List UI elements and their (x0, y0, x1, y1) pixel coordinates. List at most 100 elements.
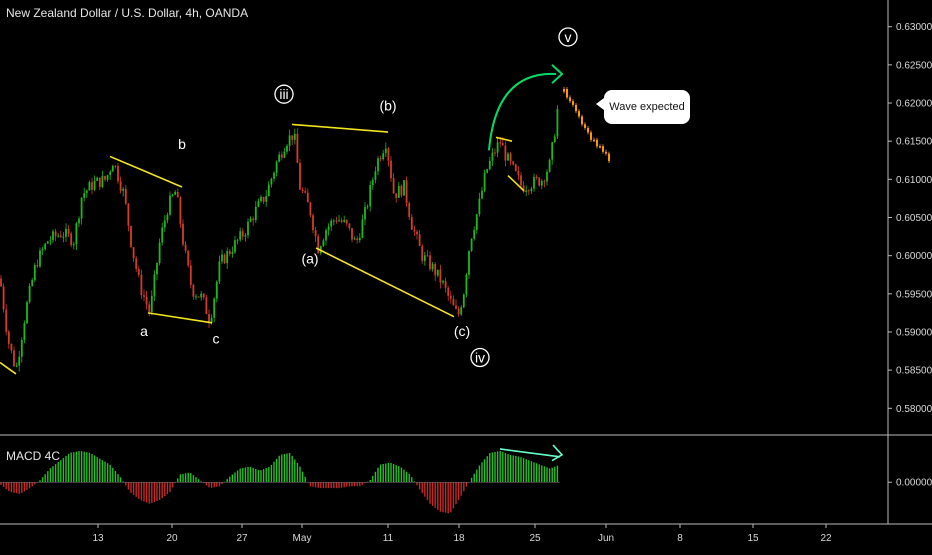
macd-bar (416, 482, 418, 486)
candle-body (0, 278, 2, 287)
macd-bar (543, 466, 546, 483)
projection-candle (587, 127, 589, 133)
time-tick-label: 13 (92, 533, 104, 544)
candle-body (548, 159, 551, 172)
candle-body (132, 247, 135, 259)
time-tick-label: 20 (166, 533, 178, 544)
candle-body (540, 180, 543, 186)
candle-body (88, 182, 91, 191)
macd-bar (39, 480, 41, 483)
candle-body (468, 250, 470, 275)
candle-body (52, 231, 54, 241)
macd-bar (104, 461, 106, 483)
candle-body (387, 148, 390, 161)
macd-bar (546, 467, 548, 483)
macd-bar (470, 477, 473, 483)
macd-bar (320, 482, 322, 489)
macd-bar (486, 456, 488, 483)
macd-bar (192, 475, 195, 483)
macd-bar (54, 464, 57, 483)
candle-body (249, 218, 252, 222)
candle-body (335, 220, 338, 222)
macd-bar (330, 482, 332, 489)
candle-body (176, 191, 179, 198)
macd-bar (164, 482, 166, 497)
candle-body (309, 202, 312, 216)
macd-bar (88, 452, 91, 483)
macd-bar (208, 482, 210, 488)
macd-bar (28, 482, 31, 489)
macd-bar (275, 458, 278, 483)
candle-body (23, 323, 26, 340)
candle-body (2, 286, 5, 310)
chart-title: New Zealand Dollar / U.S. Dollar, 4h, OA… (6, 6, 249, 20)
macd-bar (101, 460, 104, 483)
price-tick-label: 0.58500 (896, 366, 932, 377)
candle-body (241, 231, 244, 237)
candle-body (533, 176, 535, 189)
candle-body (491, 152, 494, 161)
candle-body (254, 206, 257, 221)
macd-bar (478, 465, 481, 483)
candle-body (366, 206, 369, 208)
macd-bar (213, 482, 215, 488)
candle-body (517, 171, 520, 176)
candle-body (265, 196, 268, 202)
macd-bar (483, 459, 486, 483)
macd-bar (99, 458, 101, 483)
candle-body (543, 180, 546, 182)
macd-tick-label: 0.00000 (896, 478, 932, 489)
time-tick-label: 22 (820, 533, 832, 544)
candle-body (455, 305, 457, 309)
macd-bar (379, 464, 382, 483)
time-tick-label: 18 (453, 533, 465, 544)
candle-body (509, 153, 512, 162)
candle-body (234, 240, 236, 253)
macd-bar (507, 454, 509, 483)
macd-bar (140, 482, 143, 501)
macd-bar (268, 467, 270, 483)
macd-bar (299, 466, 301, 483)
macd-bar (317, 482, 319, 488)
projection-candle (605, 151, 607, 154)
macd-bar (395, 465, 397, 483)
macd-bar (221, 482, 223, 485)
candle-body (538, 177, 541, 186)
macd-bar (182, 473, 184, 483)
macd-bar (184, 473, 187, 483)
candle-body (104, 175, 106, 180)
candle-body (137, 268, 140, 275)
macd-bar (75, 451, 78, 483)
macd-bar (364, 482, 366, 484)
macd-bar (309, 482, 312, 487)
macd-bar (548, 468, 551, 483)
candle-body (348, 223, 351, 229)
macd-bar (447, 482, 449, 514)
time-tick-label: Jun (598, 533, 614, 544)
candle-body (262, 196, 265, 202)
macd-bar (301, 471, 304, 483)
wave-label: (a) (301, 250, 318, 266)
projection-candle (602, 146, 604, 152)
macd-bar (151, 482, 153, 504)
macd-bar (13, 482, 15, 493)
macd-bar (465, 482, 468, 487)
trendline (495, 136, 513, 142)
candle-body (535, 176, 538, 178)
macd-bar (481, 462, 483, 483)
macd-bar (83, 451, 85, 483)
macd-bar (356, 482, 358, 487)
macd-bar (200, 481, 202, 483)
macd-bar (8, 482, 10, 492)
macd-bar (195, 477, 197, 483)
candle-body (145, 296, 148, 305)
macd-bar (509, 454, 512, 483)
candle-body (286, 145, 288, 152)
candle-body (408, 203, 411, 218)
candle-body (494, 152, 496, 154)
candle-body (54, 231, 57, 237)
macd-bar (145, 482, 148, 503)
candle-body (187, 250, 190, 266)
